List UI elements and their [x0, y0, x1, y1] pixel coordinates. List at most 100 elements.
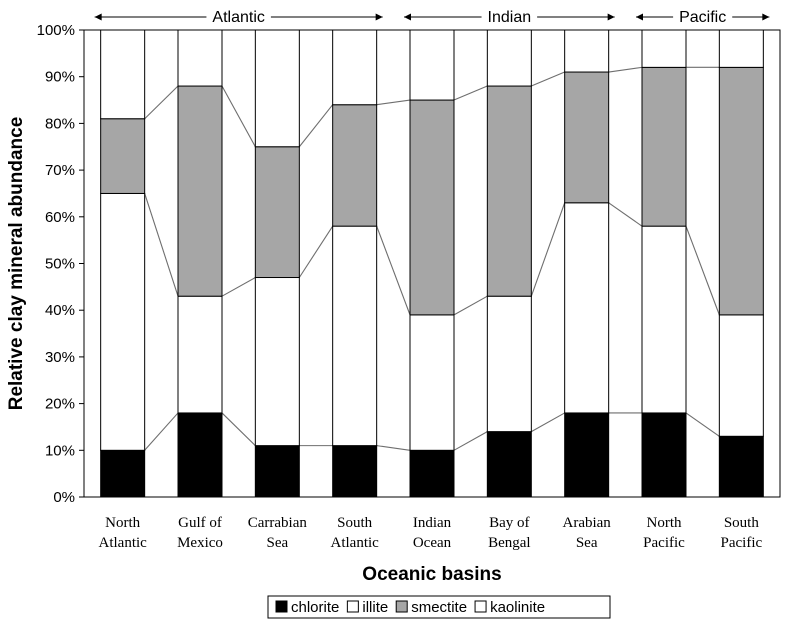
legend-swatch — [275, 600, 288, 613]
category-label-line: Bengal — [488, 535, 531, 551]
legend-item-chlorite: chlorite — [275, 599, 339, 616]
y-tick-label: 80% — [45, 115, 75, 132]
arrowhead-left — [94, 13, 102, 21]
region-label: Atlantic — [212, 9, 264, 26]
bar-chlorite — [409, 449, 455, 498]
series-connector-lines — [144, 66, 720, 451]
legend-swatch — [395, 600, 408, 613]
bar-illite — [718, 314, 764, 437]
bar-chlorite — [100, 449, 146, 498]
bar-stack — [409, 29, 455, 498]
category-label: North Atlantic — [99, 515, 148, 551]
bar-kaolinite — [641, 29, 687, 68]
connector-smectite — [144, 85, 179, 120]
y-tick-label: 60% — [45, 209, 75, 226]
bar-chlorite — [332, 445, 378, 498]
category-label-line: Gulf of — [178, 515, 222, 531]
y-tick-label: 100% — [37, 22, 75, 39]
connector-chlorite — [453, 431, 488, 451]
arrowhead-right — [762, 13, 770, 21]
connector-illite — [298, 225, 334, 278]
category-label-line: South — [337, 515, 373, 531]
category-label-line: Bay of — [489, 515, 529, 531]
bar-kaolinite — [409, 29, 455, 101]
category-label-line: Ocean — [413, 535, 452, 551]
bar-illite — [641, 225, 687, 414]
bar-chlorite — [718, 435, 764, 498]
arrowhead-left — [636, 13, 643, 21]
legend-label: chlorite — [291, 599, 339, 616]
connector-smectite — [453, 85, 488, 101]
category-label-line: Carrabian — [248, 515, 308, 531]
legend-item-illite: illite — [346, 599, 388, 616]
category-label-line: Atlantic — [331, 535, 380, 551]
category-label-line: Sea — [266, 535, 288, 551]
bar-illite — [564, 202, 610, 414]
connector-illite — [144, 193, 179, 297]
region-label: Pacific — [679, 9, 726, 26]
bar-kaolinite — [177, 29, 223, 87]
category-label-line: Arabian — [563, 515, 612, 531]
legend-item-smectite: smectite — [395, 599, 467, 616]
connector-illite — [685, 225, 720, 316]
legend-label: smectite — [411, 599, 467, 616]
connector-chlorite — [685, 412, 720, 437]
bar-smectite — [641, 66, 687, 227]
bar-illite — [486, 295, 532, 433]
category-label-line: North — [105, 515, 140, 531]
y-tick-label: 40% — [45, 302, 75, 319]
connector-smectite — [298, 104, 334, 148]
bar-illite — [409, 314, 455, 451]
bar-kaolinite — [332, 29, 378, 106]
connector-smectite — [608, 66, 643, 73]
bar-stack — [641, 29, 687, 498]
connector-chlorite — [531, 412, 565, 433]
y-tick-label: 90% — [45, 69, 75, 86]
category-label-line: Pacific — [721, 535, 763, 551]
connector-illite — [453, 295, 488, 316]
connector-chlorite — [376, 445, 411, 451]
bar-illite — [177, 295, 223, 414]
connector-smectite — [531, 71, 565, 87]
x-axis: North Atlantic Gulf of Mexico Carrabian Sea So… — [99, 515, 763, 551]
region-indian: Indian — [404, 9, 615, 26]
category-label: North Pacific — [643, 515, 685, 551]
bar-stack — [177, 29, 223, 498]
category-label-line: Atlantic — [99, 535, 148, 551]
bar-chlorite — [486, 431, 532, 498]
category-label-line: South — [724, 515, 760, 531]
connector-smectite — [376, 99, 411, 106]
connector-chlorite — [221, 412, 256, 447]
bar-kaolinite — [718, 29, 764, 68]
bar-stack — [254, 29, 300, 498]
bar-smectite — [177, 85, 223, 297]
y-tick-label: 30% — [45, 349, 75, 366]
bar-chlorite — [254, 445, 300, 498]
bar-chlorite — [641, 412, 687, 498]
bar-stack — [486, 29, 532, 498]
bar-illite — [100, 192, 146, 451]
y-tick-label: 20% — [45, 396, 75, 413]
region-label: Indian — [488, 9, 532, 26]
category-label-line: Sea — [576, 535, 598, 551]
legend-label: kaolinite — [490, 599, 545, 616]
bar-kaolinite — [254, 29, 300, 148]
legend: chlorite illite smectite kaolinite — [267, 595, 611, 619]
bar-stack — [332, 29, 378, 498]
category-label: South Atlantic — [331, 515, 380, 551]
connector-illite — [530, 202, 566, 297]
region-atlantic: Atlantic — [94, 9, 383, 26]
bar-illite — [332, 225, 378, 447]
x-axis-label: Oceanic basins — [362, 564, 501, 585]
bar-chlorite — [177, 412, 223, 498]
y-tick-label: 0% — [53, 489, 75, 506]
connector-chlorite — [144, 412, 179, 451]
bar-stack — [718, 29, 764, 498]
legend-swatch — [346, 600, 359, 613]
category-label-line: North — [647, 515, 682, 531]
bar-smectite — [332, 104, 378, 227]
legend-label: illite — [362, 599, 388, 616]
category-label-line: Indian — [413, 515, 452, 531]
category-label: Carrabian Sea — [248, 515, 308, 551]
bar-illite — [254, 277, 300, 447]
